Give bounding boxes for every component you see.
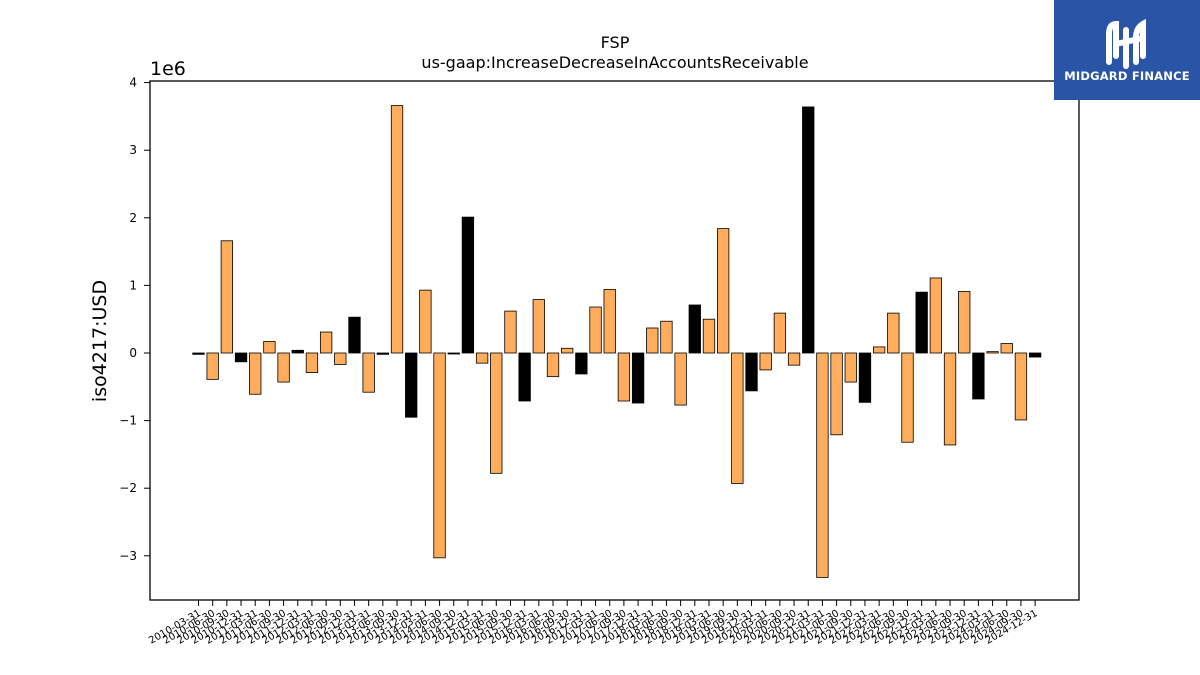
bar-2024-09-30 <box>1014 352 1028 421</box>
bar-2018-06-30 <box>660 320 673 354</box>
y-tick-label: −2 <box>119 481 137 495</box>
chart-title: FSP <box>601 33 630 52</box>
brand-name: MIDGARD FINANCE <box>1064 69 1190 83</box>
y-multiplier-label: 1e6 <box>150 58 186 80</box>
bar-2023-12-31 <box>972 352 985 400</box>
bar-2011-03-31 <box>249 352 262 395</box>
x-axis-ticks: 2010-03-312010-06-302010-09-302010-12-31… <box>147 600 1040 647</box>
bar-2013-06-30 <box>376 352 389 355</box>
bar-2017-12-31 <box>631 352 645 404</box>
bar-2014-03-31 <box>419 289 432 354</box>
y-axis-ticks: −3 −2 −1 0 1 2 3 4 <box>119 76 150 563</box>
plot-frame <box>149 80 1080 601</box>
bar-2019-06-30 <box>717 228 730 354</box>
y-tick-label: 2 <box>129 211 137 225</box>
chart-subtitle: us-gaap:IncreaseDecreaseInAccountsReceiv… <box>421 53 808 72</box>
bar-2017-06-30 <box>603 289 616 354</box>
bar-2010-12-31 <box>234 352 248 363</box>
bar-2012-06-30 <box>319 331 333 354</box>
bar-2012-03-31 <box>305 352 319 374</box>
bar-2024-06-30 <box>1000 343 1013 354</box>
bar-2021-03-31 <box>816 352 829 578</box>
bar-2020-06-30 <box>773 312 787 354</box>
bar-2018-03-31 <box>646 327 659 354</box>
bar-2023-06-30 <box>943 352 957 446</box>
bar-2015-12-31 <box>518 352 531 402</box>
bar-2019-03-31 <box>702 318 716 354</box>
bar-2011-09-30 <box>277 352 290 383</box>
bar-2018-09-30 <box>674 352 687 406</box>
y-tick-label: −1 <box>119 414 137 428</box>
y-tick-label: 1 <box>129 278 137 292</box>
y-tick-label: 0 <box>129 346 137 360</box>
bar-2017-03-31 <box>589 306 602 354</box>
midgard-logo-mark <box>1054 0 1200 100</box>
bar-2014-09-30 <box>447 352 460 355</box>
bar-2023-09-30 <box>958 291 971 354</box>
y-axis-label: iso4217:USD <box>89 280 111 402</box>
bar-2015-09-30 <box>504 310 517 354</box>
bar-2013-12-31 <box>405 352 418 418</box>
bar-2022-09-30 <box>901 352 914 443</box>
bar-2013-03-31 <box>362 352 375 393</box>
bar-2022-06-30 <box>887 312 900 354</box>
bar-2016-03-31 <box>532 299 545 354</box>
bar-2019-12-31 <box>745 352 758 392</box>
bar-2020-12-31 <box>802 106 815 354</box>
bar-2023-03-31 <box>929 277 943 354</box>
bar-2010-06-30 <box>206 352 219 380</box>
bar-2016-06-30 <box>546 352 560 378</box>
bar-2021-12-31 <box>858 352 872 403</box>
bar-2010-03-31 <box>192 352 205 355</box>
bar-2017-09-30 <box>617 352 631 402</box>
bar-2014-06-30 <box>433 352 446 559</box>
bar-2011-06-30 <box>263 341 276 354</box>
bar-2019-09-30 <box>731 352 744 484</box>
bar-2018-12-31 <box>688 304 701 354</box>
y-tick-label: 3 <box>129 143 137 157</box>
bar-2016-09-30 <box>561 347 574 354</box>
bar-2012-09-30 <box>334 352 347 365</box>
bar-2021-06-30 <box>830 352 843 436</box>
bar-2024-12-31 <box>1028 352 1042 358</box>
bar-2010-09-30 <box>220 240 234 354</box>
bar-2013-09-30 <box>390 105 404 354</box>
bar-2016-12-31 <box>575 352 588 375</box>
bar-2012-12-31 <box>348 316 361 354</box>
bar-2020-03-31 <box>759 352 772 371</box>
bar-2020-09-30 <box>787 352 801 366</box>
y-tick-label: −3 <box>119 549 137 563</box>
bar-2011-12-31 <box>291 349 304 354</box>
bar-2014-12-31 <box>461 216 475 354</box>
bar-2015-03-31 <box>475 352 489 364</box>
brand-logo: MIDGARD FINANCE <box>1054 0 1200 100</box>
y-tick-label: 4 <box>129 76 137 90</box>
bars-group <box>192 105 1042 578</box>
bar-2022-03-31 <box>872 346 886 354</box>
bar-2022-12-31 <box>915 291 928 354</box>
bar-2015-06-30 <box>490 352 503 474</box>
bar-2024-03-31 <box>986 351 999 354</box>
bar-2021-09-30 <box>844 352 857 383</box>
